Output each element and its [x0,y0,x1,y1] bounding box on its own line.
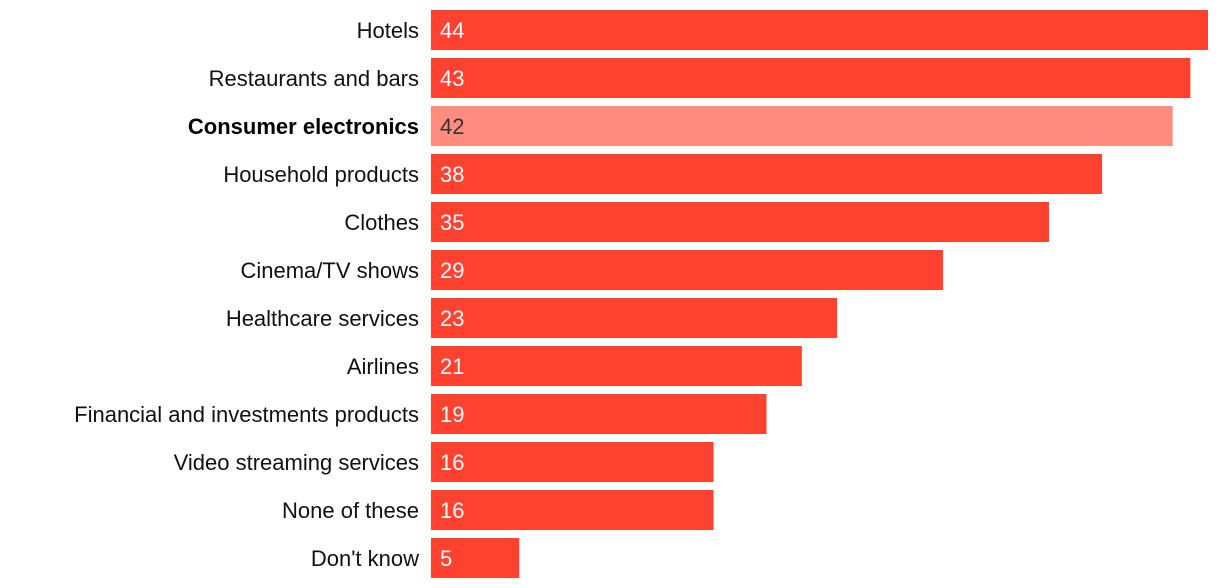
category-label: Restaurants and bars [209,66,419,91]
bar-row: Clothes 35 [344,202,1050,242]
bar-row: Don't know 5 [311,538,520,578]
category-label: Don't know [311,546,419,571]
category-label: Household products [223,162,419,187]
category-label: Healthcare services [226,306,419,331]
bar-row: Financial and investments products 19 [74,394,767,434]
bar-row: Hotels 44 [357,10,1208,50]
value-label: 16 [440,450,464,475]
value-label: 19 [440,402,464,427]
bar [431,538,520,578]
value-label: 21 [440,354,464,379]
value-label: 35 [440,210,464,235]
value-label: 29 [440,258,464,283]
bar-row: Household products 38 [223,154,1103,194]
value-label: 23 [440,306,464,331]
category-label: None of these [282,498,419,523]
category-label: Video streaming services [174,450,419,475]
value-label: 38 [440,162,464,187]
bar-row: Consumer electronics 42 [188,106,1173,146]
value-label: 43 [440,66,464,91]
chart-rows: Hotels 44 Restaurants and bars 43 Consumer e… [74,10,1208,578]
bar-row: None of these 16 [282,490,714,530]
category-label: Hotels [357,18,419,43]
value-label: 16 [440,498,464,523]
bar-row: Cinema/TV shows 29 [240,250,944,290]
bar-row: Healthcare services 23 [226,298,838,338]
bar [431,106,1173,146]
bar [431,250,944,290]
bar-row: Airlines 21 [347,346,802,386]
category-label: Consumer electronics [188,114,419,139]
bar [431,346,802,386]
category-label: Airlines [347,354,419,379]
bar-row: Restaurants and bars 43 [209,58,1191,98]
bar [431,394,767,434]
value-label: 5 [440,546,452,571]
category-label: Clothes [344,210,419,235]
bar [431,442,714,482]
bar [431,58,1191,98]
bar [431,298,838,338]
bar [431,154,1103,194]
value-label: 44 [440,18,464,43]
value-label: 42 [440,114,464,139]
bar [431,490,714,530]
bar [431,10,1208,50]
bar [431,202,1050,242]
category-label: Financial and investments products [74,402,419,427]
category-label: Cinema/TV shows [240,258,419,283]
bar-row: Video streaming services 16 [174,442,714,482]
